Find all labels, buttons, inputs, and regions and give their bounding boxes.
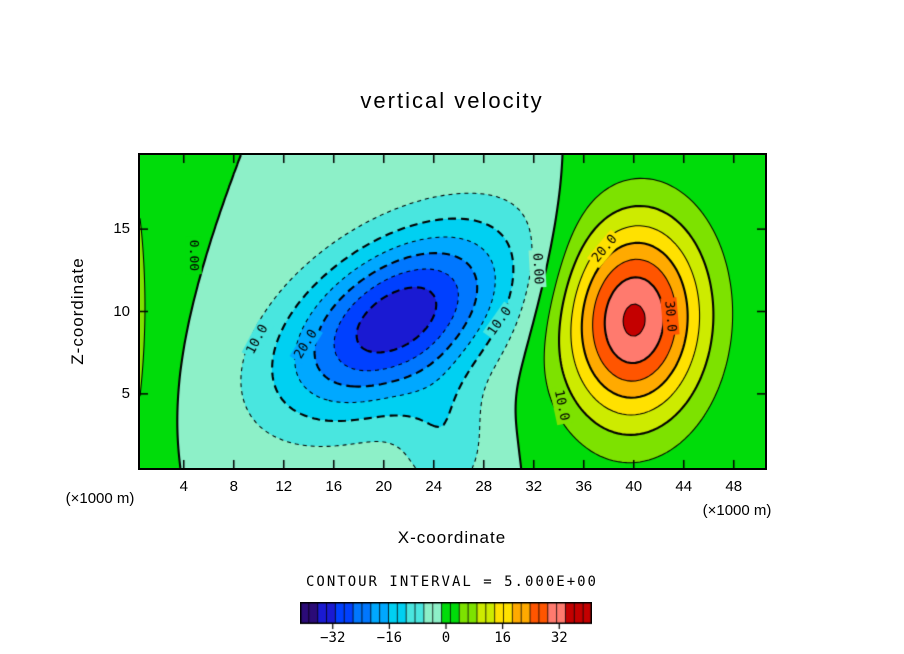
y-axis-unit: (×1000 m): [65, 490, 135, 507]
contour-interval-text: CONTOUR INTERVAL = 5.000E+00: [305, 574, 598, 590]
y-tick-label: 10: [113, 302, 130, 320]
x-tick-label: 28: [475, 478, 493, 495]
x-tick-label: 24: [425, 478, 443, 495]
x-tick-label: 8: [229, 478, 238, 495]
y-tick-label: 5: [121, 384, 130, 402]
y-tick-label: 15: [113, 220, 130, 238]
x-tick-label: 32: [525, 478, 543, 495]
x-tick-label: 16: [325, 478, 343, 495]
colorbar-tick-label: 32: [550, 630, 568, 646]
x-tick-label: 40: [625, 478, 643, 495]
colorbar: [300, 602, 592, 632]
x-tick-label: 20: [375, 478, 393, 495]
x-tick-label: 36: [575, 478, 593, 495]
contour-plot-canvas: [140, 155, 765, 468]
x-tick-label: 12: [275, 478, 293, 495]
x-tick-label: 44: [675, 478, 693, 495]
x-tick-label: 4: [179, 478, 188, 495]
plot-frame: [138, 153, 767, 470]
y-axis-label: Z-coordinate: [68, 257, 87, 365]
colorbar-tick-label: 0: [441, 630, 451, 646]
colorbar-tick-label: −16: [376, 630, 403, 646]
x-axis-unit: (×1000 m): [702, 502, 772, 519]
x-tick-label: 48: [725, 478, 743, 495]
chart-title: vertical velocity: [360, 88, 544, 113]
x-axis-label: X-coordinate: [397, 528, 507, 547]
colorbar-tick-label: −32: [320, 630, 346, 646]
colorbar-tick-label: 16: [494, 630, 512, 646]
